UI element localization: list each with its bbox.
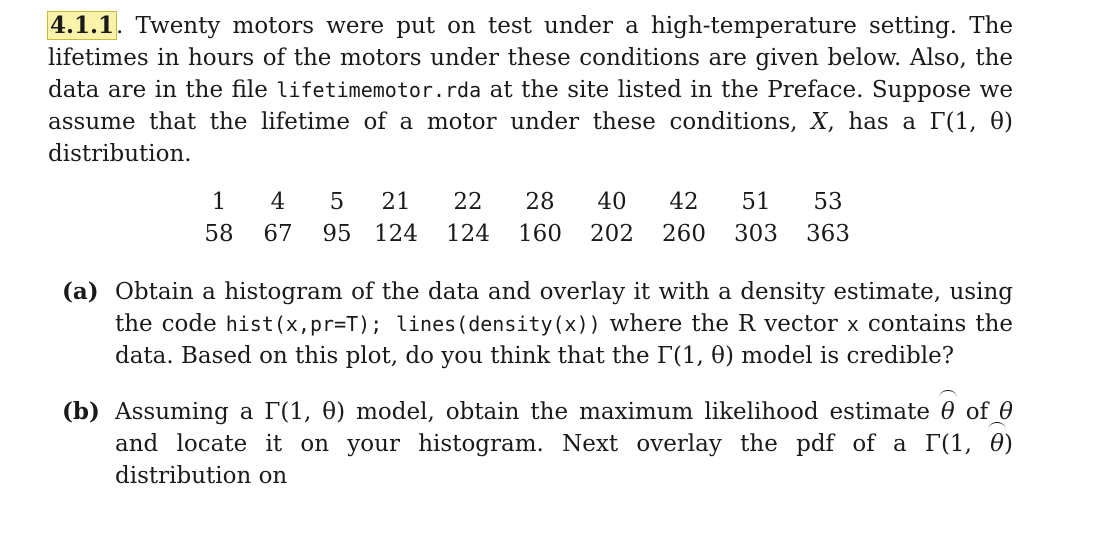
table-cell: 22 — [453, 189, 483, 215]
table-cell: 363 — [806, 221, 850, 247]
table-cell: 160 — [518, 221, 562, 247]
table-row: 1 4 5 21 22 28 40 42 51 53 — [196, 186, 864, 218]
part-a: (a) Obtain a histogram of the data and o… — [62, 276, 1013, 372]
table-cell: 40 — [597, 189, 627, 215]
part-b-label: (b) — [62, 398, 100, 425]
table-cell: 67 — [263, 221, 293, 247]
r-vector-x: x — [846, 312, 859, 336]
part-a-text: Obtain a histogram of the data and overl… — [115, 276, 1013, 372]
theta: θ — [999, 399, 1013, 425]
intro-text-3: , has a — [827, 109, 930, 135]
gamma-close: ) — [1004, 431, 1014, 457]
intro-text-2: at the site listed in the Preface. Suppo… — [48, 77, 1013, 135]
gamma-open: Γ(1, — [925, 431, 991, 457]
part-b: (b) Assuming a Γ(1, θ) model, obtain the… — [62, 390, 1014, 492]
exercise-number[interactable]: 4.1.1 — [46, 11, 118, 40]
exercise-paragraph: 4.1.1. Twenty motors were put on test un… — [46, 10, 1013, 170]
part-a-text-1: Obtain a histogram of the data and overl… — [115, 279, 1013, 337]
table-cell: 21 — [381, 189, 411, 215]
part-b-text: Assuming a Γ(1, θ) model, obtain the max… — [115, 390, 1014, 492]
part-b-text-5: distribution on — [115, 463, 288, 489]
table-cell: 1 — [211, 189, 227, 215]
theta-hat: θ — [938, 390, 957, 428]
gamma-distribution: Γ(1, θ) — [264, 399, 346, 425]
intro-text-4: distribution. — [48, 141, 192, 167]
table-cell: 124 — [374, 221, 418, 247]
exercise-separator: . — [116, 13, 124, 39]
table-cell: 260 — [662, 221, 706, 247]
part-b-text-4: and locate it on your histogram. Next ov… — [115, 431, 925, 457]
part-b-text-3: of — [954, 399, 1000, 425]
intro-text-1: Twenty motors were put on test under a h… — [48, 13, 1013, 103]
data-file-name: lifetimemotor.rda — [276, 78, 482, 102]
lifetime-data-table: 1 4 5 21 22 28 40 42 51 53 58 67 95 124 … — [196, 186, 864, 250]
table-cell: 95 — [322, 221, 352, 247]
table-cell: 202 — [590, 221, 634, 247]
table-cell: 58 — [204, 221, 234, 247]
part-b-text-2: model, obtain the maximum likelihood est… — [345, 399, 941, 425]
part-a-label: (a) — [62, 278, 99, 305]
table-cell: 42 — [669, 189, 699, 215]
random-variable: X — [811, 109, 828, 135]
part-a-text-2: where the R vector — [600, 311, 847, 337]
table-cell: 124 — [446, 221, 490, 247]
table-cell: 5 — [329, 189, 345, 215]
table-cell: 4 — [270, 189, 286, 215]
gamma-distribution: Γ(1, θ) — [929, 109, 1013, 135]
table-cell: 28 — [525, 189, 555, 215]
table-row: 58 67 95 124 124 160 202 260 303 363 — [196, 218, 864, 250]
part-b-text-1: Assuming a — [115, 399, 265, 425]
gamma-distribution: Γ(1, θ) — [656, 343, 734, 369]
r-code: hist(x,pr=T); lines(density(x)) — [225, 312, 601, 336]
table-cell: 303 — [734, 221, 778, 247]
part-a-text-3: contains the data. Based on this plot, d… — [115, 311, 1013, 369]
table-cell: 51 — [741, 189, 771, 215]
part-a-text-4: model is credible? — [734, 343, 955, 369]
table-cell: 53 — [813, 189, 843, 215]
theta-hat: θ — [988, 422, 1006, 460]
